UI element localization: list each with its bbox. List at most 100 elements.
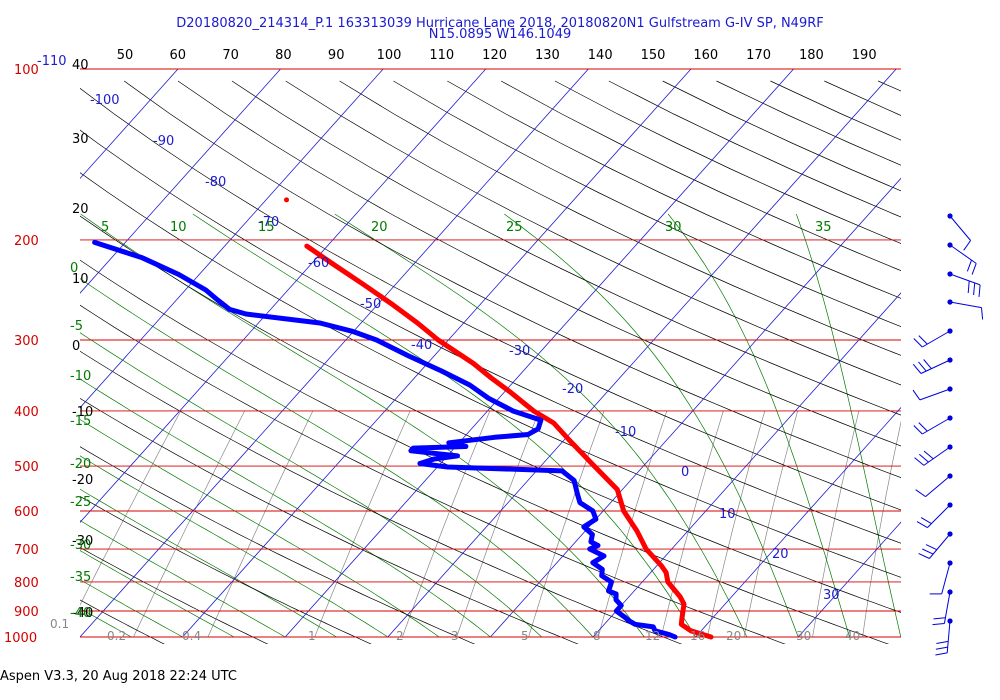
mixing-ratio-label: 12 bbox=[645, 629, 660, 643]
mixing-ratio-line bbox=[207, 410, 314, 638]
wind-barb bbox=[947, 213, 972, 251]
moist-adiabat-line bbox=[504, 213, 799, 638]
wind-barb-feather bbox=[920, 517, 932, 525]
left-axis-label: 10 bbox=[72, 272, 89, 287]
moist-adiabat-line bbox=[80, 278, 594, 638]
dry-adiabat-line bbox=[177, 80, 901, 447]
theta-label: 170 bbox=[746, 48, 771, 63]
wind-barb bbox=[932, 589, 953, 626]
dry-adiabat-line bbox=[393, 80, 901, 328]
wind-barb bbox=[913, 328, 953, 348]
moist-adiabat-line bbox=[334, 213, 748, 638]
temperature-trace bbox=[304, 243, 714, 640]
dry-adiabat-line bbox=[770, 80, 901, 141]
wind-barb bbox=[918, 531, 953, 559]
wind-barb-feather bbox=[963, 240, 972, 251]
left-axis-label: -30 bbox=[72, 534, 93, 549]
moist-adiabat-side-label: -5 bbox=[70, 319, 83, 334]
isotherm-label: -50 bbox=[360, 297, 381, 312]
theta-label: 180 bbox=[799, 48, 824, 63]
isotherm-line bbox=[284, 69, 794, 638]
isotherm-label: -60 bbox=[308, 256, 329, 271]
wind-barb-shaft bbox=[923, 446, 951, 466]
pressure-label: 500 bbox=[14, 460, 39, 475]
isotherm-label: -10 bbox=[615, 425, 636, 440]
mixing-ratio-line bbox=[812, 410, 860, 638]
isotherms bbox=[80, 69, 901, 638]
wind-barb-feather bbox=[933, 617, 946, 620]
isotherm-line bbox=[80, 69, 281, 294]
mixing-ratio-line bbox=[80, 410, 182, 606]
dry-adiabat-line bbox=[554, 80, 901, 244]
isotherm-line bbox=[695, 406, 901, 638]
dry-adiabat-line bbox=[339, 80, 901, 356]
dry-adiabat-line bbox=[80, 350, 683, 644]
isotherm-line bbox=[387, 69, 897, 638]
isotherm-label: 20 bbox=[772, 547, 789, 562]
isotherm-line bbox=[80, 69, 589, 638]
dry-adiabat-line bbox=[932, 81, 1000, 649]
wind-barb-feather bbox=[918, 422, 928, 432]
wind-barb-feather bbox=[971, 263, 977, 275]
moist-adiabat-label: 20 bbox=[371, 220, 388, 235]
wind-barb-shaft bbox=[922, 417, 951, 435]
wind-barb-feather bbox=[913, 425, 923, 435]
pressure-label: 400 bbox=[14, 405, 39, 420]
moist-adiabat-line bbox=[80, 455, 388, 638]
theta-label: 110 bbox=[429, 48, 454, 63]
isotherm-label: -90 bbox=[153, 134, 174, 149]
wind-barb-feather bbox=[915, 489, 926, 498]
theta-label: 120 bbox=[482, 48, 507, 63]
wind-barb-feather bbox=[916, 521, 928, 529]
sounding-traces bbox=[92, 197, 714, 640]
mixing-ratio-line bbox=[456, 410, 540, 638]
mixing-ratio-label: 0.4 bbox=[182, 629, 201, 643]
wind-barb-shaft bbox=[927, 504, 951, 528]
moist-adiabat-line bbox=[80, 520, 286, 638]
isotherm-line bbox=[182, 69, 692, 638]
isotherm-label: -40 bbox=[411, 338, 432, 353]
isotherm-line bbox=[900, 636, 901, 638]
dry-adiabat-line bbox=[80, 495, 372, 644]
dry-adiabats bbox=[80, 80, 1000, 649]
dry-adiabat-line bbox=[123, 80, 901, 479]
isotherm-label: -30 bbox=[509, 344, 530, 359]
theta-label: 50 bbox=[117, 48, 134, 63]
left-axis-label: 20 bbox=[72, 202, 89, 217]
dry-adiabat-line bbox=[500, 80, 901, 272]
wind-barb-shaft bbox=[941, 562, 951, 595]
moist-adiabat-side-label: -35 bbox=[70, 570, 91, 585]
isotherm-label: 10 bbox=[719, 507, 736, 522]
mixing-ratio-label: 0.1 bbox=[50, 617, 69, 631]
left-axis-label: 40 bbox=[72, 58, 89, 73]
dry-adiabat-line bbox=[80, 397, 579, 644]
moist-adiabat-line bbox=[80, 332, 542, 638]
wind-barb-feather bbox=[918, 335, 928, 345]
top-isotherm-label: -110 bbox=[37, 54, 67, 69]
left-axis-label: 0 bbox=[72, 339, 80, 354]
wind-barb-shaft bbox=[949, 301, 982, 309]
isotherm-label: -80 bbox=[205, 175, 226, 190]
wind-barb bbox=[947, 299, 984, 320]
wind-barb-feather bbox=[918, 552, 930, 559]
isotherm-line bbox=[80, 69, 487, 523]
moist-adiabat-line bbox=[80, 213, 645, 638]
wind-barb bbox=[912, 386, 953, 401]
isotherm-label: -70 bbox=[258, 215, 279, 230]
mixing-ratio-label: 2 bbox=[396, 629, 404, 643]
dry-adiabat-line bbox=[986, 81, 1000, 649]
moist-adiabat-label: 10 bbox=[170, 220, 187, 235]
dewpoint-trace bbox=[92, 239, 678, 640]
theta-label: 100 bbox=[377, 48, 402, 63]
pressure-label: 700 bbox=[14, 543, 39, 558]
pressure-label: 600 bbox=[14, 505, 39, 520]
wind-barb bbox=[947, 242, 977, 275]
theta-label: 130 bbox=[535, 48, 560, 63]
theta-label: 190 bbox=[852, 48, 877, 63]
moist-adiabat-line bbox=[80, 378, 491, 638]
theta-label: 80 bbox=[275, 48, 292, 63]
theta-label: 70 bbox=[222, 48, 239, 63]
moist-adiabat-label: 25 bbox=[506, 220, 523, 235]
wind-barb-shaft bbox=[949, 273, 981, 286]
